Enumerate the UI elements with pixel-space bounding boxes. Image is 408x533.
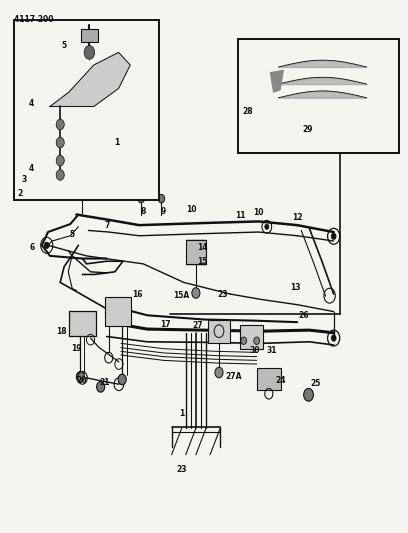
Text: 3: 3 — [21, 174, 26, 183]
Text: 1: 1 — [179, 409, 184, 418]
Text: 30: 30 — [249, 346, 260, 355]
Text: 5: 5 — [62, 41, 67, 50]
Text: 13: 13 — [290, 283, 300, 292]
Text: 25: 25 — [310, 378, 321, 387]
Text: 1: 1 — [114, 139, 120, 148]
Circle shape — [331, 233, 336, 239]
Text: 18: 18 — [56, 327, 67, 336]
Text: 15: 15 — [197, 257, 207, 265]
Circle shape — [118, 374, 126, 385]
Bar — [69, 311, 96, 336]
Text: 14: 14 — [197, 244, 207, 253]
Circle shape — [84, 45, 95, 59]
Circle shape — [158, 195, 165, 203]
Text: 24: 24 — [275, 376, 286, 385]
Polygon shape — [50, 52, 130, 107]
Bar — [240, 325, 263, 349]
Circle shape — [76, 372, 84, 382]
Text: 23: 23 — [217, 289, 228, 298]
Text: 15A: 15A — [173, 291, 190, 300]
Circle shape — [192, 288, 200, 298]
Text: 20: 20 — [76, 376, 87, 385]
Circle shape — [241, 337, 246, 344]
Text: 4: 4 — [29, 164, 34, 173]
Text: 31: 31 — [267, 346, 277, 355]
Text: 16: 16 — [132, 289, 142, 298]
Circle shape — [56, 119, 64, 130]
Text: 8: 8 — [140, 207, 146, 216]
Text: 26: 26 — [298, 311, 308, 320]
Bar — [208, 319, 231, 343]
Circle shape — [56, 169, 64, 180]
Text: 6: 6 — [29, 244, 34, 253]
Text: 11: 11 — [235, 211, 246, 220]
Text: 2: 2 — [17, 189, 22, 198]
Circle shape — [215, 367, 223, 378]
Bar — [238, 38, 399, 152]
Circle shape — [265, 224, 269, 229]
Text: 27: 27 — [193, 321, 203, 330]
Bar — [186, 240, 206, 264]
Text: 23: 23 — [177, 465, 187, 473]
Text: 19: 19 — [71, 344, 82, 353]
Text: 7: 7 — [104, 221, 109, 230]
Text: 4: 4 — [29, 99, 34, 108]
Bar — [81, 29, 98, 42]
Text: 28: 28 — [242, 107, 253, 116]
Polygon shape — [271, 70, 283, 92]
Text: 12: 12 — [292, 213, 302, 222]
Text: 9: 9 — [161, 207, 166, 216]
Circle shape — [56, 155, 64, 166]
Circle shape — [97, 382, 105, 392]
Text: 4117 200: 4117 200 — [13, 14, 53, 23]
Text: 10: 10 — [253, 208, 264, 217]
Circle shape — [331, 335, 336, 341]
Bar — [105, 297, 131, 326]
Circle shape — [304, 389, 313, 401]
Bar — [13, 20, 160, 200]
Text: 21: 21 — [100, 377, 110, 386]
Circle shape — [44, 242, 49, 248]
Text: 17: 17 — [160, 320, 171, 329]
Text: 29: 29 — [302, 125, 313, 134]
Text: 10: 10 — [186, 205, 197, 214]
Circle shape — [56, 137, 64, 148]
Circle shape — [138, 195, 144, 203]
Text: 27A: 27A — [225, 372, 242, 381]
Bar — [257, 368, 281, 390]
Text: 5: 5 — [70, 230, 75, 239]
Circle shape — [254, 337, 259, 344]
